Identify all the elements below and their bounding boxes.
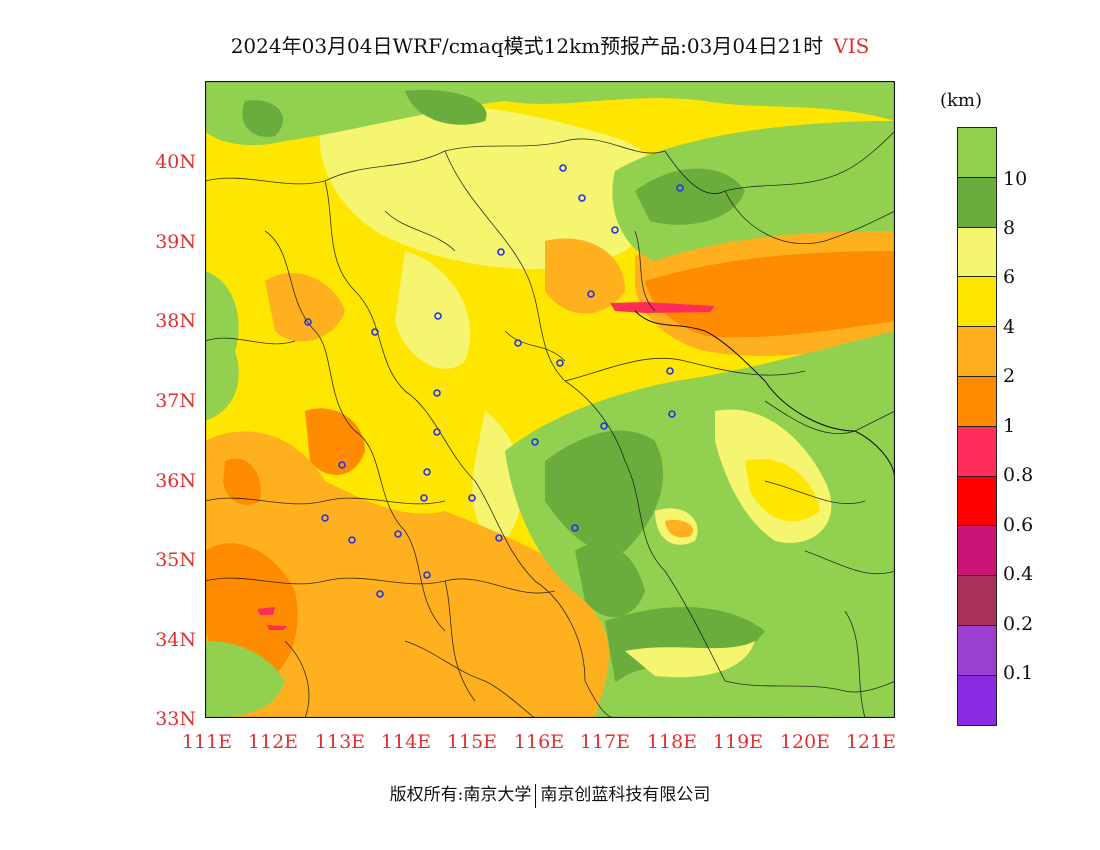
color-bar-box	[958, 326, 996, 376]
footer-company: 南京创蓝科技有限公司	[540, 785, 711, 805]
y-tick-label: 38N	[155, 310, 196, 332]
y-tick-label: 39N	[155, 231, 196, 253]
x-tick-label: 116E	[513, 731, 565, 753]
color-bar-box	[958, 575, 996, 625]
color-bar-box	[958, 276, 996, 327]
color-bar-box	[958, 674, 996, 725]
title-variable: VIS	[833, 34, 870, 58]
x-tick-label: 114E	[380, 731, 432, 753]
x-tick-label: 119E	[712, 731, 764, 753]
legend-label: 1	[1003, 415, 1016, 437]
legend-label: 0.2	[1003, 613, 1034, 635]
title-main: 2024年03月04日WRF/cmaq模式12km预报产品:03月04日21时	[230, 34, 824, 58]
legend-label: 4	[1003, 316, 1016, 338]
color-bar-box	[958, 375, 996, 426]
y-tick-label: 34N	[155, 629, 196, 651]
x-tick-label: 117E	[579, 731, 631, 753]
footer: 版权所有:南京大学 南京创蓝科技有限公司	[0, 780, 1100, 808]
visibility-map	[205, 81, 895, 718]
map-title: 2024年03月04日WRF/cmaq模式12km预报产品:03月04日21时 V…	[0, 30, 1100, 59]
x-tick-label: 115E	[446, 731, 498, 753]
y-tick-label: 37N	[155, 390, 196, 412]
y-tick-label: 36N	[155, 470, 196, 492]
color-bar-box	[958, 475, 996, 526]
x-tick-label: 121E	[845, 731, 897, 753]
y-tick-label: 33N	[155, 708, 196, 730]
color-bar-box	[958, 176, 996, 227]
x-tick-label: 111E	[181, 731, 233, 753]
footer-copyright: 版权所有:南京大学	[389, 785, 532, 805]
color-bar-box	[958, 624, 996, 675]
legend-label: 6	[1003, 266, 1016, 288]
x-tick-label: 112E	[247, 731, 299, 753]
footer-divider	[535, 783, 537, 808]
legend-label: 0.8	[1003, 464, 1034, 486]
legend-unit: (km)	[940, 90, 983, 111]
legend-label: 0.1	[1003, 662, 1034, 684]
y-tick-label: 35N	[155, 549, 196, 571]
legend-label: 0.6	[1003, 514, 1034, 536]
legend-label: 8	[1003, 217, 1016, 239]
color-bar	[957, 127, 997, 726]
x-tick-label: 113E	[314, 731, 366, 753]
legend-label: 0.4	[1003, 563, 1034, 585]
color-bar-box	[958, 525, 996, 576]
y-tick-label: 40N	[155, 151, 196, 173]
x-tick-label: 120E	[779, 731, 831, 753]
legend-label: 10	[1003, 168, 1028, 190]
color-bar-box	[958, 127, 996, 177]
x-tick-label: 118E	[646, 731, 698, 753]
color-bar-box	[958, 226, 996, 277]
color-bar-box	[958, 425, 996, 476]
legend-label: 2	[1003, 365, 1016, 387]
